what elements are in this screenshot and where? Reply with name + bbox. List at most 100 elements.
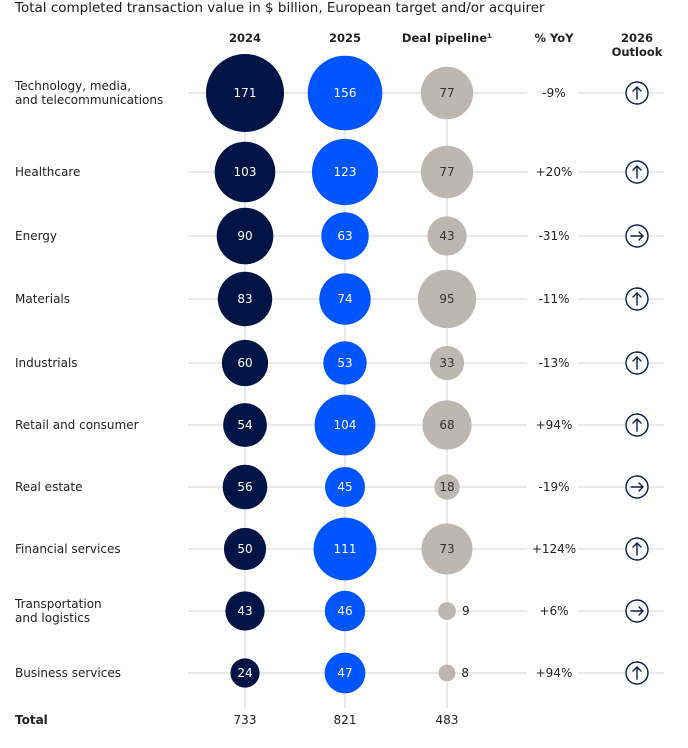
bubble-2024-label: 171 (234, 86, 257, 100)
bubble-pipeline (438, 602, 456, 620)
bubble-2024-label: 90 (237, 229, 252, 243)
bubble-2024 (206, 54, 284, 132)
bubble-2024-label: 103 (234, 165, 257, 179)
bubble-2025-label: 63 (337, 229, 352, 243)
column-header-yoy: % YoY (534, 31, 574, 45)
bubble-2024 (217, 271, 273, 327)
bubble-pipeline (429, 345, 465, 381)
row-label: Retail and consumer (15, 418, 139, 432)
column-header-deal-pipeline: Deal pipeline¹ (402, 31, 492, 45)
row-label: Materials (15, 292, 70, 306)
bubble-pipeline-label: 43 (439, 229, 454, 243)
row-label: and telecommunications (15, 93, 163, 107)
yoy-value: +124% (532, 542, 576, 556)
bubble-pipeline-label: 33 (439, 356, 454, 370)
bubble-pipeline-label: 18 (439, 480, 454, 494)
bubble-2024-label: 24 (237, 666, 252, 680)
table-row: Real estate 56 45 18 -19% (15, 464, 664, 510)
bubble-2024 (230, 658, 260, 688)
row-label: Industrials (15, 356, 78, 370)
table-row: Healthcare 103 123 77 +20% (15, 138, 664, 206)
bubble-pipeline-label: 8 (461, 666, 469, 680)
bubble-2024 (214, 141, 276, 203)
bubble-2025 (319, 273, 371, 325)
bubble-pipeline (422, 400, 472, 450)
yoy-value: +94% (536, 666, 573, 680)
bubble-pipeline (420, 66, 474, 120)
yoy-value: -11% (538, 292, 569, 306)
yoy-value: -31% (538, 229, 569, 243)
arrow-up-circle-icon (625, 160, 649, 184)
bubble-2024 (223, 403, 267, 447)
bubble-2025 (313, 517, 377, 581)
table-row: Retail and consumer 54 104 68 +94% (15, 394, 664, 456)
bubble-2025 (314, 394, 376, 456)
yoy-value: +20% (536, 165, 573, 179)
bubble-2025 (324, 652, 366, 694)
arrow-up-circle-icon (625, 351, 649, 375)
table-row: Industrials 60 53 33 -13% (15, 339, 664, 387)
bubble-pipeline-label: 9 (462, 604, 470, 618)
arrow-right-circle-icon (625, 599, 649, 623)
yoy-value: -19% (538, 480, 569, 494)
row-label: Business services (15, 666, 121, 680)
bubble-pipeline (434, 474, 460, 500)
chart-rows: Technology, media,and telecommunications… (14, 54, 664, 694)
row-label: Real estate (15, 480, 82, 494)
arrow-right-circle-icon (625, 475, 649, 499)
yoy-value: -9% (542, 86, 565, 100)
bubble-2024 (222, 464, 268, 510)
arrow-right-circle-icon (625, 224, 649, 248)
table-row: Business services 24 47 8 +94% (15, 652, 664, 694)
bubble-pipeline-label: 73 (439, 542, 454, 556)
bubble-pipeline (420, 145, 474, 199)
bubble-2024 (223, 527, 267, 571)
bubble-2024-label: 50 (237, 542, 252, 556)
row-label: Technology, media, (14, 79, 131, 93)
bubble-2025 (307, 55, 383, 131)
bubble-2024 (216, 207, 274, 265)
bubble-2024-label: 43 (237, 604, 252, 618)
yoy-value: -13% (538, 356, 569, 370)
bubble-2025-label: 156 (334, 86, 357, 100)
bubble-2025-label: 74 (337, 292, 352, 306)
bubble-2025 (324, 590, 366, 632)
total-pipeline: 483 (436, 713, 459, 727)
row-label: and logistics (15, 611, 90, 625)
bubble-2024-label: 56 (237, 480, 252, 494)
row-label: Energy (15, 229, 57, 243)
bubble-2024 (225, 591, 265, 631)
bubble-2025 (311, 138, 379, 206)
table-row: Materials 83 74 95 -11% (15, 269, 664, 329)
bubble-2025 (323, 341, 367, 385)
bubble-2024-label: 83 (237, 292, 252, 306)
bubble-pipeline-label: 77 (439, 86, 454, 100)
bubble-pipeline (427, 216, 467, 256)
total-2025: 821 (334, 713, 357, 727)
arrow-up-circle-icon (625, 81, 649, 105)
bubble-2025-label: 53 (337, 356, 352, 370)
bubble-2025-label: 46 (337, 604, 352, 618)
column-header-2025: 2025 (329, 31, 361, 45)
arrow-up-circle-icon (625, 537, 649, 561)
table-row: Financial services 50 111 73 +124% (15, 517, 664, 581)
bubble-pipeline-label: 77 (439, 165, 454, 179)
bubble-2025 (325, 467, 365, 507)
yoy-value: +94% (536, 418, 573, 432)
yoy-value: +6% (539, 604, 568, 618)
table-row: Technology, media,and telecommunications… (14, 54, 664, 132)
bubble-2025-label: 104 (334, 418, 357, 432)
column-header-2024: 2024 (229, 31, 261, 45)
total-2024: 733 (234, 713, 257, 727)
bubble-2025-label: 45 (337, 480, 352, 494)
bubble-pipeline (421, 523, 473, 575)
bubble-2025-label: 111 (334, 542, 357, 556)
arrow-up-circle-icon (625, 287, 649, 311)
column-header-outlook: Outlook (612, 45, 663, 59)
arrow-up-circle-icon (625, 413, 649, 437)
row-label: Financial services (15, 542, 121, 556)
table-row: Energy 90 63 43 -31% (15, 207, 664, 265)
bubble-2025-label: 47 (337, 666, 352, 680)
